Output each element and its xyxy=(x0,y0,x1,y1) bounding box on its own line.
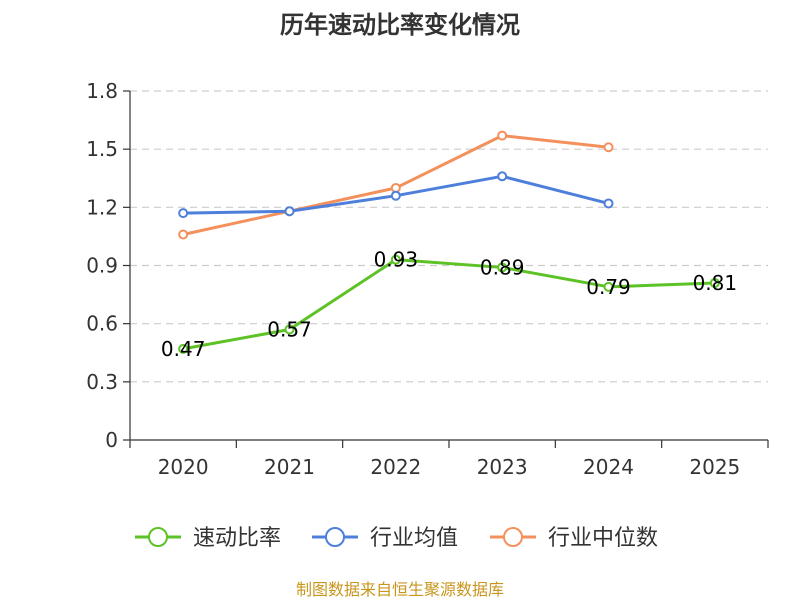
series-line-1 xyxy=(182,258,715,351)
axes: 0 0.3 0.6 0.9 1.2 1.5 1.8 2020 2021 2022 2023 2024 2… xyxy=(86,79,769,479)
chart-title: 历年速动比率变化情况 xyxy=(280,11,520,39)
legend-label: 行业中位数 xyxy=(548,526,658,551)
data-label: 0.57 xyxy=(267,317,312,341)
y-tick-label: 0.3 xyxy=(86,370,118,394)
series-3-point xyxy=(497,130,508,141)
x-tick-label: 2024 xyxy=(583,455,634,479)
series-2-point xyxy=(497,171,508,182)
series-1-point xyxy=(390,254,401,265)
series-1-point xyxy=(497,262,508,273)
series-lines xyxy=(178,130,720,354)
series-2-point xyxy=(603,198,614,209)
data-label: 0.79 xyxy=(586,275,631,299)
legend-label: 速动比率 xyxy=(193,526,281,551)
x-tick-label: 2021 xyxy=(264,455,315,479)
y-tick-label: 0.9 xyxy=(86,254,118,278)
x-tick-label: 2025 xyxy=(689,455,740,479)
series-2-point xyxy=(284,206,295,217)
series-1-point xyxy=(284,324,295,335)
data-labels: 0.47 0.57 0.93 0.89 0.79 0.81 xyxy=(161,248,737,361)
series-2-point xyxy=(390,190,401,201)
legend: 速动比率 行业均值 行业中位数 xyxy=(135,526,658,551)
legend-label: 行业均值 xyxy=(370,526,458,551)
series-3-point xyxy=(603,142,614,153)
series-3-point xyxy=(178,229,189,240)
data-label: 0.89 xyxy=(480,255,525,279)
legend-marker xyxy=(148,527,168,547)
y-tick-label: 1.5 xyxy=(86,137,118,161)
y-tick-label: 1.2 xyxy=(86,195,118,219)
legend-marker xyxy=(503,527,523,547)
data-label: 0.81 xyxy=(693,271,738,295)
source-note: 制图数据来自恒生聚源数据库 xyxy=(296,580,504,599)
series-1-point xyxy=(709,277,720,288)
data-label: 0.47 xyxy=(161,337,206,361)
series-2-point xyxy=(178,208,189,219)
series-1-point xyxy=(178,343,189,354)
data-label: 0.93 xyxy=(374,248,419,272)
grid-lines xyxy=(130,90,768,383)
series-1-point xyxy=(603,281,614,292)
x-tick-label: 2023 xyxy=(477,455,528,479)
x-tick-label: 2020 xyxy=(158,455,209,479)
y-tick-label: 0.6 xyxy=(86,312,118,336)
x-tick-label: 2022 xyxy=(370,455,421,479)
y-tick-label: 1.8 xyxy=(86,79,118,103)
legend-marker xyxy=(325,527,345,547)
y-tick-label: 0 xyxy=(105,428,118,452)
